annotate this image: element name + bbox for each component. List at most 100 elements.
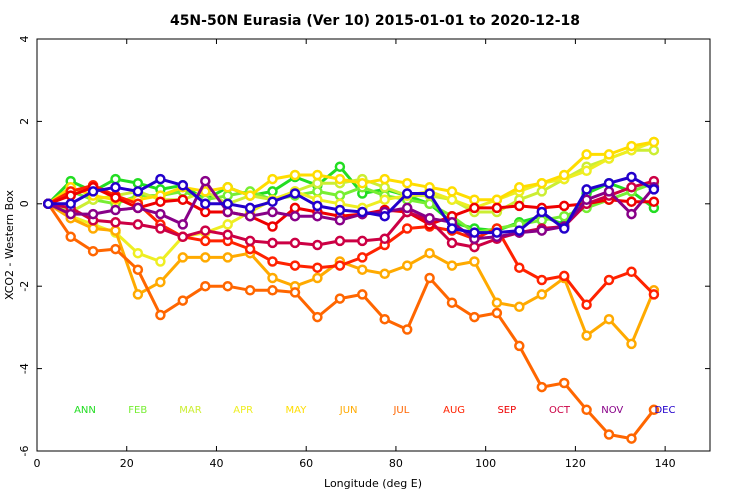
data-point [581,299,592,310]
data-point [110,225,121,236]
legend: ANN FEB MAR APR MAY JUN JUL AUG SEP OCT NOV DEC [74,405,675,416]
data-point [312,169,323,181]
data-point [581,404,592,416]
data-point [536,186,548,197]
data-point [379,182,390,193]
data-point [536,206,548,218]
data-point [155,223,166,234]
x-tick-label: 120 [565,457,586,470]
data-point [357,252,368,263]
data-point [514,200,525,212]
data-point [469,311,480,323]
data-point [132,219,144,230]
data-point [177,231,189,243]
data-point [401,202,413,214]
data-point [603,313,615,325]
data-point [558,377,570,389]
data-point [200,225,211,236]
data-point [491,227,503,238]
data-point [514,225,525,236]
legend-item-sep: SEP [497,405,516,416]
data-point [177,295,189,306]
data-point [446,194,458,205]
data-point [289,237,301,249]
data-point [289,287,301,298]
data-point [581,184,592,195]
data-point [357,289,368,300]
data-point [267,285,278,296]
data-point [132,202,144,214]
data-point [289,169,301,181]
data-point [469,194,480,205]
series-line-sep [47,185,654,228]
data-point [110,204,121,216]
data-point [536,381,548,393]
data-point [87,208,99,220]
data-point [312,210,323,222]
data-point [132,264,144,275]
data-point [581,330,592,341]
data-point [267,272,278,284]
data-point [312,311,323,323]
data-point [110,217,121,228]
data-point [334,215,346,226]
x-tick-label: 0 [34,457,41,470]
data-point [536,177,548,189]
data-point [581,149,592,160]
x-axis-label: Longitude (deg E) [324,477,422,490]
data-point [424,247,435,259]
data-point [132,186,144,197]
data-point [334,204,346,216]
plot-frame [36,38,711,452]
y-tick-label: -6 [18,446,31,457]
data-point [514,340,525,352]
data-point [222,229,233,240]
data-point [289,188,301,199]
data-point [244,210,256,222]
y-axis: -6 -4 -2 0 2 4 [18,36,710,457]
x-axis: 0 20 40 60 80 100 120 140 [34,39,676,470]
data-point [244,285,256,296]
data-point [648,144,660,156]
data-point [42,198,54,210]
data-point [312,262,323,273]
data-point [379,233,390,245]
data-point [401,188,413,199]
data-point [312,200,323,212]
data-point [110,243,121,255]
legend-item-ann: ANN [74,405,96,416]
data-point [87,186,99,197]
data-point [357,206,368,218]
data-point [155,208,166,220]
data-point [536,215,548,226]
y-axis-label: XCO2 - Western Box [3,189,16,300]
data-point [603,186,615,197]
data-point [558,223,570,234]
series-nov [42,175,660,245]
data-point [379,173,390,185]
data-point [312,239,323,251]
data-point [177,180,189,191]
data-point [110,173,121,185]
data-point [379,268,390,280]
legend-item-aug: AUG [443,405,465,416]
data-point [648,404,660,416]
data-point [648,289,660,300]
data-point [558,200,570,212]
data-point [603,149,615,160]
data-point [446,297,458,308]
data-point [132,289,144,300]
legend-item-may: MAY [286,405,308,416]
data-point [267,173,278,185]
legend-item-feb: FEB [128,405,147,416]
data-point [424,198,435,210]
data-point [446,237,458,249]
data-point [200,252,211,263]
data-point [379,210,390,222]
data-point [536,289,548,300]
data-point [446,186,458,197]
data-point [65,198,76,210]
data-point [267,221,278,232]
data-point [132,247,144,259]
